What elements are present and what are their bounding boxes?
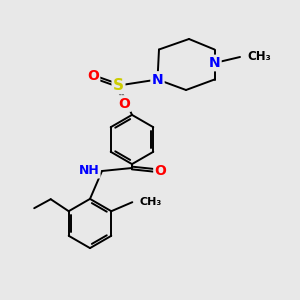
Text: S: S (113, 78, 124, 93)
Text: NH: NH (79, 164, 100, 178)
Text: O: O (154, 164, 166, 178)
Text: O: O (118, 97, 130, 110)
Text: CH₃: CH₃ (140, 197, 162, 207)
Text: O: O (87, 70, 99, 83)
Text: N: N (209, 56, 220, 70)
Text: N: N (152, 73, 163, 86)
Text: CH₃: CH₃ (248, 50, 271, 64)
